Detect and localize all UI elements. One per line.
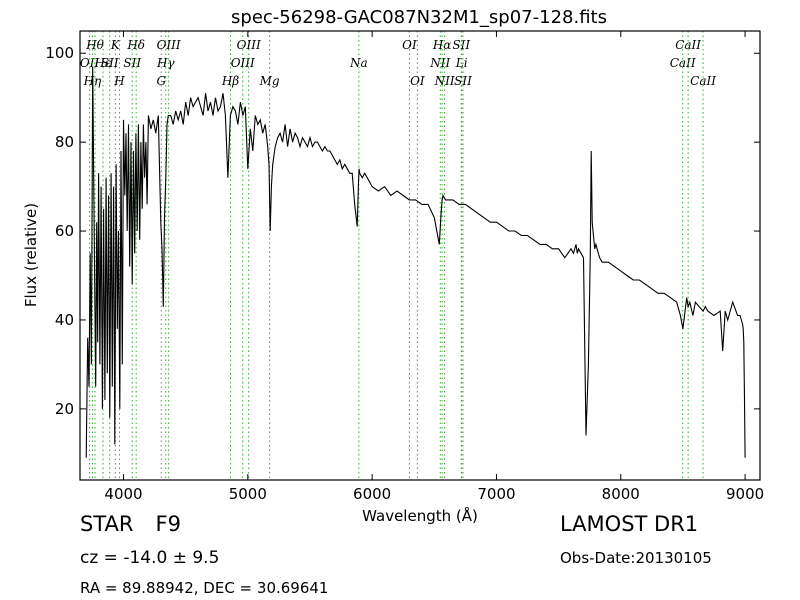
redshift-readout: cz = -14.0 ± 9.5 — [80, 548, 220, 568]
line-marker-label: Hγ — [156, 56, 175, 70]
line-marker-label: Mg — [259, 74, 280, 88]
x-tick-label: 9000 — [726, 485, 764, 503]
object-class-line: STAR F9 — [80, 512, 181, 536]
y-tick-label: 20 — [55, 400, 74, 418]
line-marker-label: Hβ — [221, 74, 239, 88]
line-marker-label: G — [157, 74, 167, 88]
line-marker-label: OIII — [231, 56, 255, 70]
line-marker-label: OI — [410, 74, 425, 88]
object-subclass: F9 — [155, 512, 181, 536]
coordinates-readout: RA = 89.88942, DEC = 30.69641 — [80, 579, 329, 597]
line-markers: OIIHηHθHεSIIKHSIIHδGHγOIIIHβOIIIOIIIMgNa… — [80, 31, 716, 480]
line-marker-label: K — [110, 38, 121, 52]
y-tick-label: 100 — [45, 44, 74, 62]
spectrum-line — [85, 66, 746, 458]
line-marker-label: SII — [101, 56, 119, 70]
line-marker-label: OIII — [237, 38, 261, 52]
y-tick-label: 40 — [55, 311, 74, 329]
plot-frame — [79, 30, 761, 481]
line-marker-label: CaII — [670, 56, 696, 70]
line-marker-label: NII — [434, 74, 455, 88]
line-marker-label: Na — [349, 56, 368, 70]
y-tick-label: 80 — [55, 133, 74, 151]
x-tick-label: 4000 — [104, 485, 142, 503]
object-class: STAR — [80, 512, 134, 536]
x-tick-label: 5000 — [229, 485, 267, 503]
line-marker-label: OIII — [157, 38, 181, 52]
y-axis-label: Flux (relative) — [22, 203, 40, 307]
line-marker-label: Hθ — [85, 38, 104, 52]
observation-date: Obs-Date:20130105 — [560, 549, 712, 567]
line-marker-label: Hα — [432, 38, 452, 52]
line-marker-label: CaII — [675, 38, 701, 52]
line-marker-label: SII — [123, 56, 141, 70]
chart-title: spec-56298-GAC087N32M1_sp07-128.fits — [231, 7, 607, 28]
line-marker-label: Hδ — [126, 38, 145, 52]
line-marker-label: SII — [454, 74, 472, 88]
x-tick-label: 8000 — [602, 485, 640, 503]
x-tick-label: 7000 — [477, 485, 515, 503]
x-tick-label: 6000 — [353, 485, 391, 503]
line-marker-label: NII — [429, 56, 450, 70]
line-marker-label: H — [113, 74, 125, 88]
line-marker-label: OI — [402, 38, 417, 52]
line-marker-label: Li — [455, 56, 468, 70]
axis-ticks: 4000 5000 6000 7000 8000 9000 20 40 60 80 100 — [45, 31, 764, 503]
line-marker-label: CaII — [690, 74, 716, 88]
survey-name: LAMOST DR1 — [560, 512, 699, 536]
x-axis-label: Wavelength (Å) — [362, 506, 478, 525]
line-marker-label: Hε — [94, 56, 112, 70]
y-tick-label: 60 — [55, 222, 74, 240]
